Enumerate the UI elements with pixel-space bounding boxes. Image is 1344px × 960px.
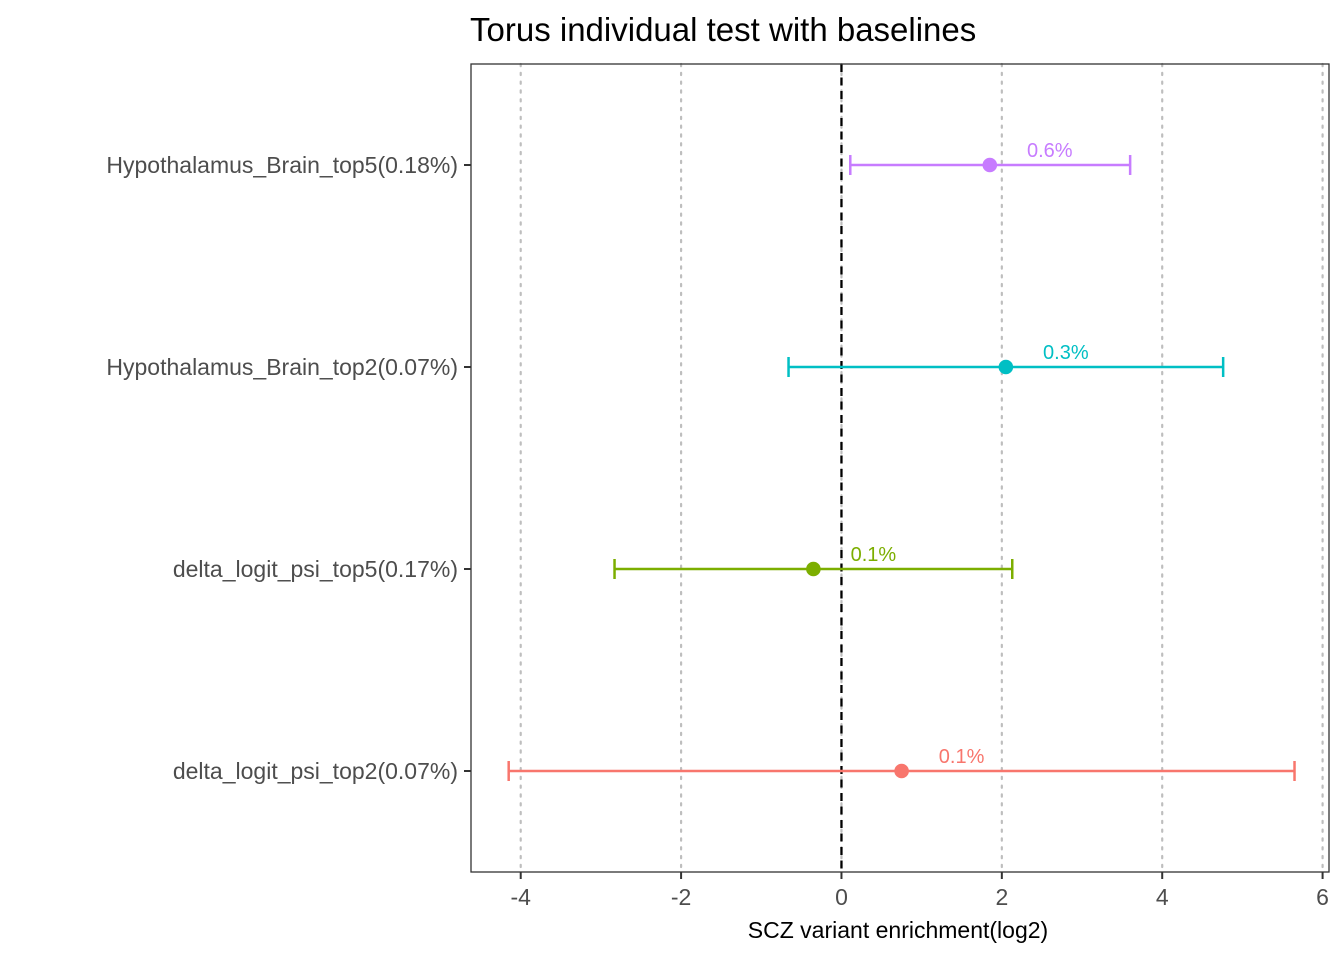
- data-point: [806, 561, 821, 577]
- y-tick-label: delta_logit_psi_top2(0.07%): [173, 758, 458, 784]
- data-label: 0.1%: [939, 746, 985, 768]
- y-tick-label: Hypothalamus_Brain_top2(0.07%): [106, 354, 458, 380]
- x-tick-label: -2: [671, 884, 691, 910]
- y-tick-label: delta_logit_psi_top5(0.17%): [173, 556, 458, 582]
- chart-title: Torus individual test with baselines: [470, 11, 976, 48]
- y-tick-label: Hypothalamus_Brain_top5(0.18%): [106, 152, 458, 178]
- data-label: 0.3%: [1043, 342, 1089, 364]
- x-tick-label: 0: [835, 884, 848, 910]
- data-point: [894, 763, 909, 779]
- x-tick-label: 2: [995, 884, 1008, 910]
- panel-border: [470, 63, 1330, 873]
- x-tick-label: 4: [1156, 884, 1169, 910]
- data-point: [982, 157, 998, 173]
- series-4: 0.6%: [849, 140, 1132, 175]
- data-label: 0.1%: [851, 544, 897, 566]
- data-point: [998, 359, 1014, 375]
- x-axis-label: SCZ variant enrichment(log2): [748, 917, 1048, 943]
- x-tick-label: -4: [510, 884, 531, 910]
- series-1: 0.1%: [507, 746, 1296, 781]
- series-2: 0.1%: [613, 544, 1014, 579]
- plot-area: 0.1% 0.1% 0.3% 0.6% delta_logit_psi_top2(0.0…: [106, 62, 1330, 910]
- x-tick-label: 6: [1316, 884, 1329, 910]
- series-3: 0.3%: [787, 342, 1225, 377]
- data-label: 0.6%: [1027, 140, 1073, 162]
